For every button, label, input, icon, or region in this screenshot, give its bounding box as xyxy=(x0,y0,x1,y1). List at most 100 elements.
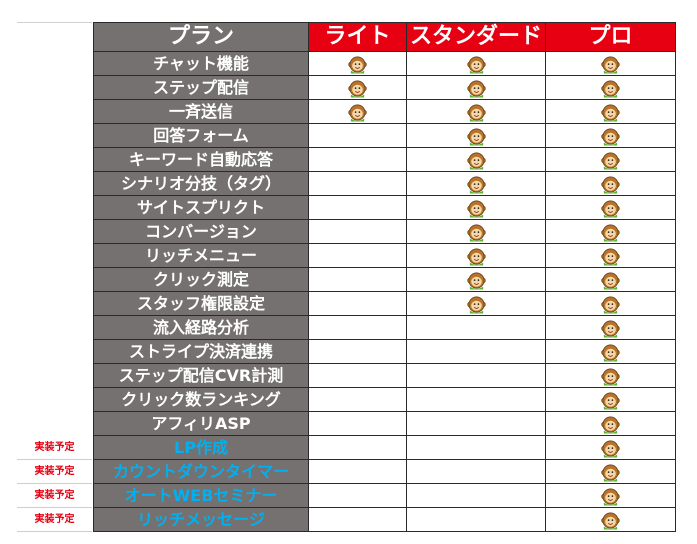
cell-lite xyxy=(308,147,407,172)
cell-standard xyxy=(406,219,546,244)
cell-lite xyxy=(308,507,407,532)
table-row: リッチメッセージ xyxy=(93,507,676,532)
cell-pro xyxy=(545,123,676,148)
cell-pro xyxy=(545,315,676,340)
cell-pro xyxy=(545,435,676,460)
cell-lite xyxy=(308,123,407,148)
cell-pro xyxy=(545,75,676,100)
feature-name: ステップ配信 xyxy=(93,75,309,100)
cell-standard xyxy=(406,243,546,268)
cell-standard xyxy=(406,171,546,196)
cell-standard xyxy=(406,75,546,100)
cell-standard xyxy=(406,435,546,460)
upcoming-tag: 実装予定 xyxy=(17,508,92,532)
monkey-mascot-icon xyxy=(601,55,620,74)
cell-lite xyxy=(308,195,407,220)
cell-standard xyxy=(406,507,546,532)
left-rule-line xyxy=(17,22,92,23)
feature-name: リッチメニュー xyxy=(93,243,309,268)
monkey-mascot-icon xyxy=(601,319,620,338)
table-row: スタッフ権限設定 xyxy=(93,291,676,316)
monkey-mascot-icon xyxy=(601,391,620,410)
cell-pro xyxy=(545,339,676,364)
monkey-mascot-icon xyxy=(601,463,620,482)
feature-name: 流入経路分析 xyxy=(93,315,309,340)
monkey-mascot-icon xyxy=(601,415,620,434)
monkey-mascot-icon xyxy=(466,247,486,266)
monkey-mascot-icon xyxy=(466,175,486,194)
table-row: ストライプ決済連携 xyxy=(93,339,676,364)
feature-name: カウントダウンタイマー xyxy=(93,459,309,484)
cell-lite xyxy=(308,75,407,100)
monkey-mascot-icon xyxy=(466,199,486,218)
cell-standard xyxy=(406,363,546,388)
table-row: クリック数ランキング xyxy=(93,387,676,412)
feature-name: ステップ配信CVR計測 xyxy=(93,363,309,388)
table-row: ステップ配信CVR計測 xyxy=(93,363,676,388)
cell-standard xyxy=(406,99,546,124)
table-row: カウントダウンタイマー xyxy=(93,459,676,484)
monkey-mascot-icon xyxy=(348,55,367,74)
cell-pro xyxy=(545,507,676,532)
cell-standard xyxy=(406,147,546,172)
feature-name: 回答フォーム xyxy=(93,123,309,148)
feature-name: チャット機能 xyxy=(93,51,309,76)
header-plan: プラン xyxy=(93,22,309,52)
monkey-mascot-icon xyxy=(601,487,620,506)
plan-comparison-table: プラン ライト スタンダード プロ チャット機能 ステップ配信 一斉送信 回答フォーム… xyxy=(93,22,676,532)
feature-name: LP作成 xyxy=(93,435,309,460)
cell-standard xyxy=(406,411,546,436)
monkey-mascot-icon xyxy=(601,175,620,194)
table-row: 一斉送信 xyxy=(93,99,676,124)
cell-standard xyxy=(406,267,546,292)
upcoming-tag: 実装予定 xyxy=(17,460,92,484)
cell-pro xyxy=(545,171,676,196)
header-standard: スタンダード xyxy=(406,22,546,52)
feature-name: クリック測定 xyxy=(93,267,309,292)
monkey-mascot-icon xyxy=(466,295,486,314)
cell-pro xyxy=(545,219,676,244)
monkey-mascot-icon xyxy=(601,511,620,530)
monkey-mascot-icon xyxy=(348,103,367,122)
cell-pro xyxy=(545,99,676,124)
feature-name: リッチメッセージ xyxy=(93,507,309,532)
table-row: チャット機能 xyxy=(93,51,676,76)
cell-lite xyxy=(308,51,407,76)
cell-standard xyxy=(406,459,546,484)
cell-pro xyxy=(545,387,676,412)
monkey-mascot-icon xyxy=(601,343,620,362)
feature-name: アフィリASP xyxy=(93,411,309,436)
cell-pro xyxy=(545,147,676,172)
cell-lite xyxy=(308,171,407,196)
cell-lite xyxy=(308,363,407,388)
cell-standard xyxy=(406,339,546,364)
cell-standard xyxy=(406,387,546,412)
monkey-mascot-icon xyxy=(466,103,486,122)
monkey-mascot-icon xyxy=(466,223,486,242)
feature-name: シナリオ分技（タグ） xyxy=(93,171,309,196)
feature-name: コンバージョン xyxy=(93,219,309,244)
monkey-mascot-icon xyxy=(601,79,620,98)
monkey-mascot-icon xyxy=(348,79,367,98)
cell-standard xyxy=(406,315,546,340)
cell-lite xyxy=(308,339,407,364)
table-header-row: プラン ライト スタンダード プロ xyxy=(93,22,676,52)
table-row: リッチメニュー xyxy=(93,243,676,268)
upcoming-tag-column: 実装予定 実装予定 実装予定 実装予定 xyxy=(17,436,92,532)
cell-standard xyxy=(406,291,546,316)
cell-lite xyxy=(308,411,407,436)
cell-standard xyxy=(406,483,546,508)
feature-name: キーワード自動応答 xyxy=(93,147,309,172)
cell-standard xyxy=(406,123,546,148)
table-row: サイトスプリクト xyxy=(93,195,676,220)
feature-name: サイトスプリクト xyxy=(93,195,309,220)
feature-name: オートWEBセミナー xyxy=(93,483,309,508)
cell-standard xyxy=(406,195,546,220)
cell-lite xyxy=(308,387,407,412)
table-row: コンバージョン xyxy=(93,219,676,244)
cell-lite xyxy=(308,315,407,340)
header-lite: ライト xyxy=(308,22,407,52)
monkey-mascot-icon xyxy=(466,271,486,290)
cell-pro xyxy=(545,267,676,292)
cell-lite xyxy=(308,459,407,484)
